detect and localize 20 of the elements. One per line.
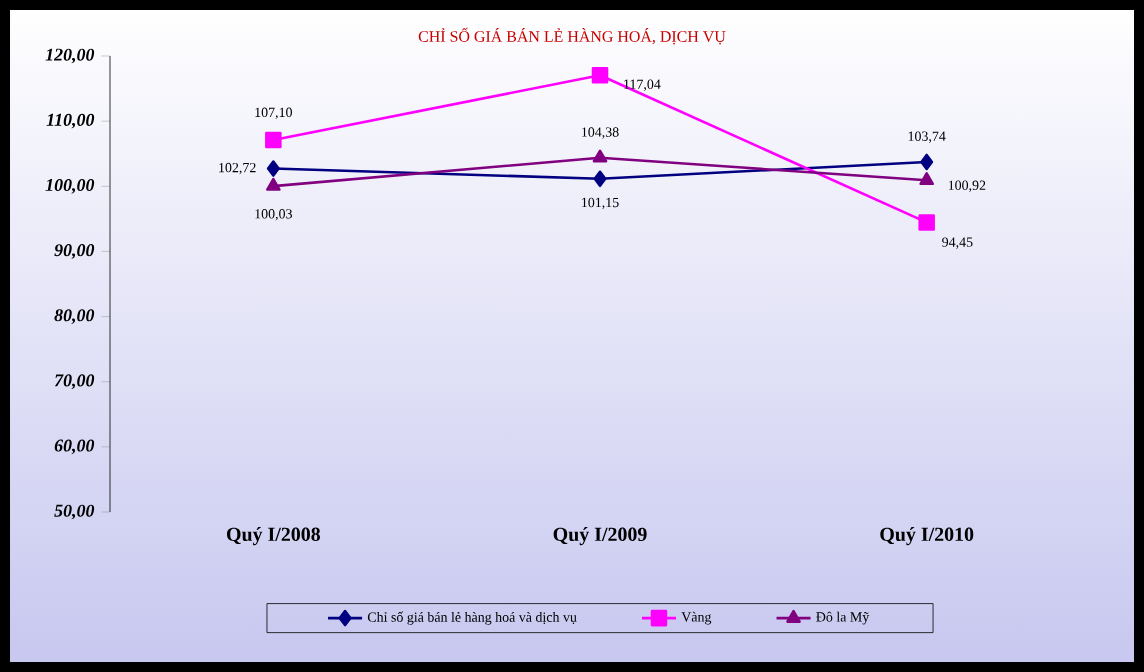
point: [591, 67, 609, 84]
point: [265, 131, 282, 149]
point: [592, 149, 608, 163]
point: [266, 160, 280, 177]
point: [266, 177, 281, 191]
y-tick-label: 80,00: [54, 309, 95, 324]
y-tick-label: 50,00: [54, 504, 95, 520]
y-tick-label: 60,00: [54, 439, 95, 455]
point: [920, 153, 934, 171]
point: [919, 172, 935, 186]
y-tick-label: 110,00: [46, 113, 95, 129]
point: [918, 214, 935, 231]
x-tick-label: Quý I/2008: [226, 527, 321, 546]
y-tick-label: 120,00: [45, 48, 95, 64]
x-tick-label: Quý I/2009: [553, 527, 647, 546]
point: [593, 170, 607, 188]
x-tick-label: Quý I/2010: [880, 527, 974, 546]
y-tick-label: 90,00: [54, 244, 95, 259]
y-tick-label: 100,00: [45, 178, 95, 194]
y-tick-label: 70,00: [54, 374, 95, 390]
